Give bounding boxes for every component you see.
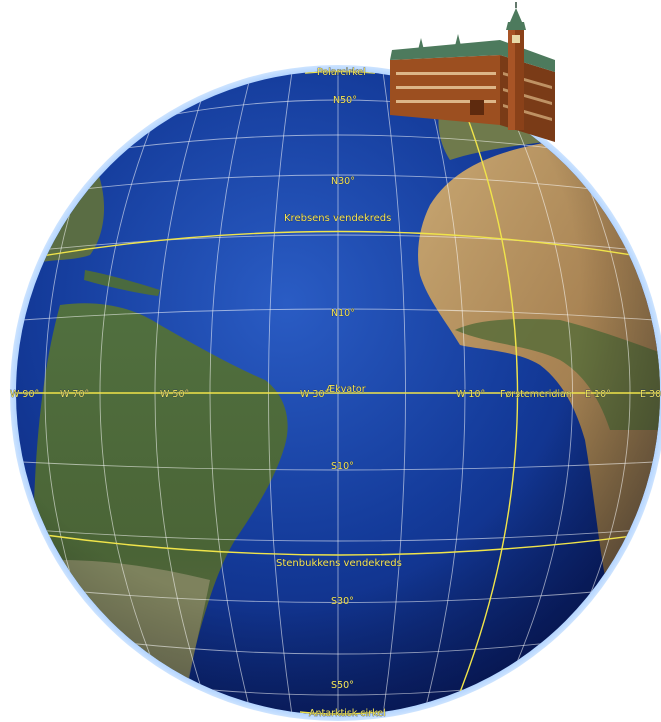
e10-label: E 10° — [585, 389, 611, 400]
antarctic-circle-label: Antarktisk cirkel — [309, 708, 386, 719]
arctic-circle-line — [304, 71, 376, 74]
antarctic-circle-line — [299, 711, 381, 715]
tropic-of-capricorn-line — [44, 534, 641, 556]
w10-label: W 10° — [456, 389, 485, 400]
w70-label: W 70° — [60, 389, 89, 400]
w30-label: W 30° — [300, 389, 329, 400]
special-lines — [16, 71, 660, 715]
n50-label: N50° — [333, 95, 357, 106]
e30-label: E 30 — [640, 389, 661, 400]
s50-label: S50° — [331, 680, 354, 691]
tropic-capricorn-label: Stenbukkens vendekreds — [276, 558, 402, 569]
arctic-circle-label: Polarcirkel — [317, 67, 366, 78]
w90-label: W 90° — [10, 389, 39, 400]
prime-meridian-line — [454, 84, 519, 706]
s10-label: S10° — [331, 461, 354, 472]
w50-label: W 50° — [160, 389, 189, 400]
grid-labels: Polarcirkel N50° N30° Krebsens vendekred… — [10, 67, 661, 720]
tropic-of-cancer-line — [29, 230, 651, 259]
globe: Polarcirkel N50° N30° Krebsens vendekred… — [10, 65, 661, 721]
prime-meridian-label: Førstemeridian — [500, 389, 572, 400]
tropic-cancer-label: Krebsens vendekreds — [284, 213, 391, 224]
equator-label: Ækvator — [326, 384, 366, 395]
copenhagen-city-hall-icon — [390, 2, 555, 142]
n30-label: N30° — [331, 176, 355, 187]
meridian-e10 — [504, 99, 573, 691]
s30-label: S30° — [331, 596, 354, 607]
n10-label: N10° — [331, 308, 355, 319]
